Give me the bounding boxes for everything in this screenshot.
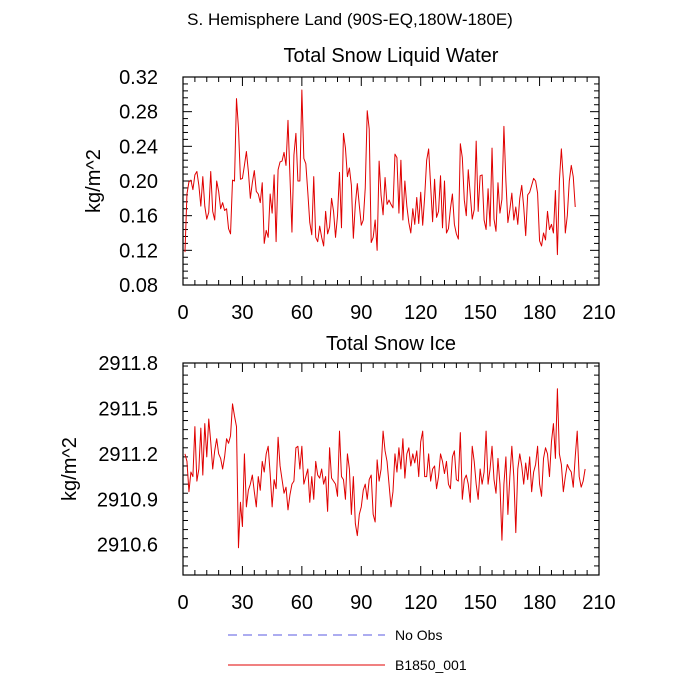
x-tick-label: 0 [177,302,188,324]
x-tick-label: 30 [231,592,253,614]
x-tick-label: 60 [291,592,313,614]
x-tick-label: 150 [463,592,496,614]
legend-label-b1850: B1850_001 [395,657,467,673]
x-tick-label: 180 [523,592,556,614]
x-tick-label: 120 [404,592,437,614]
y-tick-label: 2911.8 [98,353,158,375]
x-tick-label: 150 [463,302,496,324]
y-tick-label: 2910.6 [97,535,158,557]
panels: Total Snow Liquid Water kg/m^2 0 30 60 90 120 1… [59,45,616,614]
x-tick-label: 180 [523,302,556,324]
y-tick-label: 0.28 [119,102,158,124]
x-tick-label: 60 [291,302,313,324]
x-tick-label: 0 [177,592,188,614]
legend-label-no-obs: No Obs [395,627,442,643]
y-tick-label: 2911.2 [98,444,158,466]
panel-2-title: Total Snow Ice [326,333,456,355]
suptitle: S. Hemisphere Land (90S-EQ,180W-180E) [187,10,513,29]
x-tick-label: 90 [350,302,372,324]
panel-2-frame [182,362,600,576]
x-tick-label: 120 [404,302,437,324]
panel-1-ylabel: kg/m^2 [83,149,105,213]
panel-2: Total Snow Ice kg/m^2 0 30 60 90 120 150 180 210 2… [59,333,616,614]
y-tick-label: 0.08 [119,275,158,297]
y-tick-label: 2910.9 [97,489,158,511]
y-tick-label: 0.20 [119,171,158,193]
y-tick-label: 2911.5 [98,398,158,420]
x-tick-label: 210 [582,592,615,614]
legend: No Obs B1850_001 [228,627,467,673]
series-line-b1850_001 [184,89,576,256]
panel-1-title: Total Snow Liquid Water [284,45,499,67]
panel-1: Total Snow Liquid Water kg/m^2 0 30 60 90 120 1… [83,45,616,324]
y-tick-label: 0.24 [119,136,158,158]
x-tick-label: 90 [350,592,372,614]
panel-2-ylabel: kg/m^2 [59,437,81,501]
x-tick-label: 210 [582,302,615,324]
y-tick-label: 0.12 [119,240,158,262]
series-line-b1850_001 [184,388,586,549]
y-tick-label: 0.32 [119,67,158,89]
x-tick-label: 30 [231,302,253,324]
y-tick-label: 0.16 [119,206,158,228]
panel-1-frame [182,76,600,286]
